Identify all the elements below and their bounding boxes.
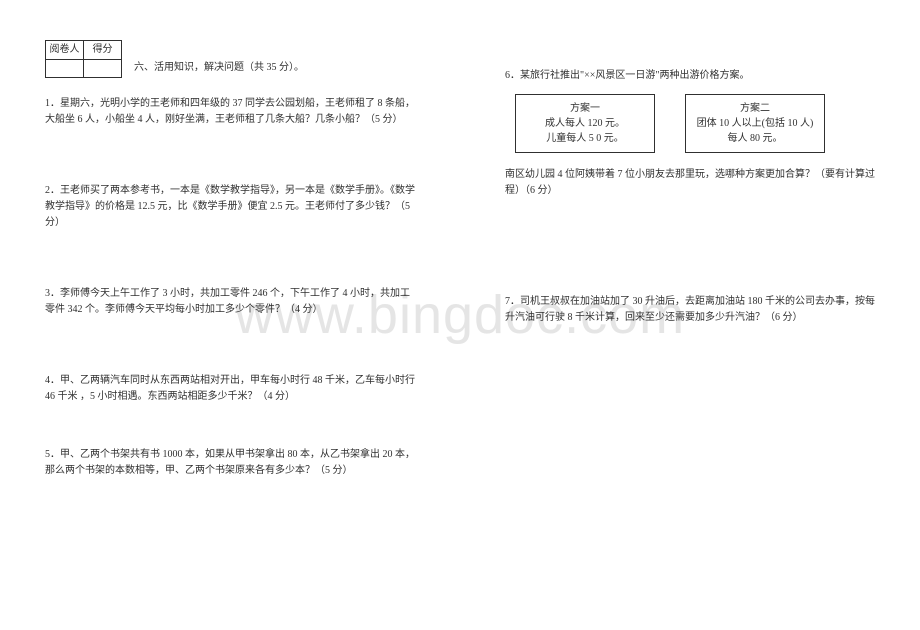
- score-table: 阅卷人 得分: [45, 40, 122, 78]
- plan-2-line1: 团体 10 人以上(包括 10 人): [696, 116, 814, 131]
- plan-boxes: 方案一 成人每人 120 元。 儿童每人 5 0 元。 方案二 团体 10 人以…: [515, 94, 875, 153]
- question-2: 2．王老师买了两本参考书，一本是《数学教学指导》，另一本是《数学手册》。《数学教…: [45, 183, 415, 231]
- question-6-body: 南区幼儿园 4 位阿姨带着 7 位小朋友去那里玩，选哪种方案更加合算？（要有计算…: [505, 167, 875, 199]
- question-6-intro: 6．某旅行社推出"××风景区一日游"两种出游价格方案。: [505, 68, 875, 84]
- question-5: 5．甲、乙两个书架共有书 1000 本，如果从甲书架拿出 80 本，从乙书架拿出…: [45, 447, 415, 479]
- score-th-score: 得分: [84, 41, 122, 60]
- plan-1-line2: 儿童每人 5 0 元。: [526, 131, 644, 146]
- plan-1: 方案一 成人每人 120 元。 儿童每人 5 0 元。: [515, 94, 655, 153]
- left-column: 阅卷人 得分 六、活用知识，解决问题（共 35 分）。 1．星期六，光明小学的王…: [0, 0, 460, 630]
- section-title: 六、活用知识，解决问题（共 35 分）。: [134, 60, 304, 78]
- score-th-examiner: 阅卷人: [46, 41, 84, 60]
- question-4: 4．甲、乙两辆汽车同时从东西两站相对开出，甲车每小时行 48 千米，乙车每小时行…: [45, 373, 415, 405]
- question-7: 7．司机王叔叔在加油站加了 30 升油后，去距离加油站 180 千米的公司去办事…: [505, 294, 875, 326]
- right-column: 6．某旅行社推出"××风景区一日游"两种出游价格方案。 方案一 成人每人 120…: [460, 0, 920, 630]
- plan-2-line2: 每人 80 元。: [696, 131, 814, 146]
- section-heading-row: 阅卷人 得分 六、活用知识，解决问题（共 35 分）。: [45, 40, 415, 78]
- score-cell-1: [46, 60, 84, 78]
- plan-2-title: 方案二: [696, 101, 814, 116]
- question-3: 3．李师傅今天上午工作了 3 小时，共加工零件 246 个，下午工作了 4 小时…: [45, 286, 415, 318]
- plan-1-title: 方案一: [526, 101, 644, 116]
- question-1: 1．星期六，光明小学的王老师和四年级的 37 同学去公园划船，王老师租了 8 条…: [45, 96, 415, 128]
- plan-2: 方案二 团体 10 人以上(包括 10 人) 每人 80 元。: [685, 94, 825, 153]
- score-cell-2: [84, 60, 122, 78]
- plan-1-line1: 成人每人 120 元。: [526, 116, 644, 131]
